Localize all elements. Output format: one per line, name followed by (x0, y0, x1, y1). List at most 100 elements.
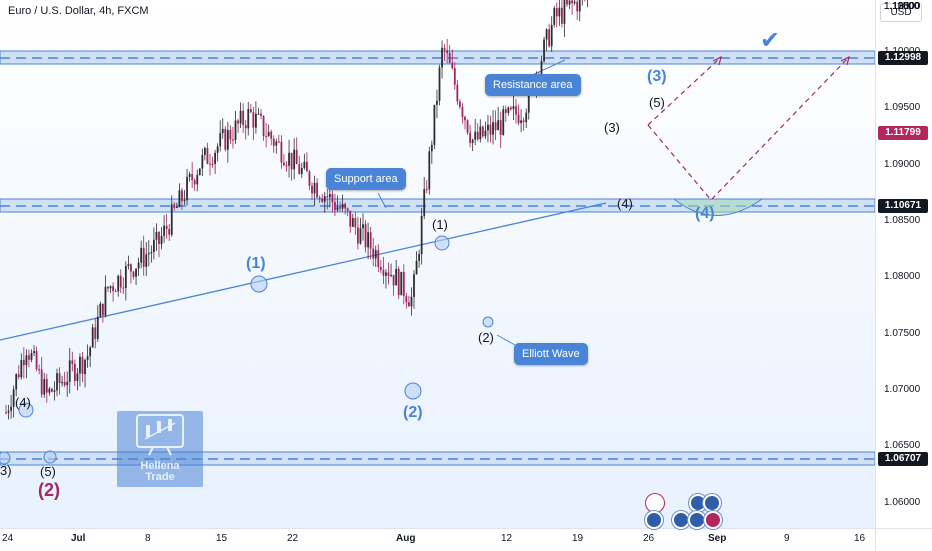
elliott-wave-callout[interactable]: Elliott Wave (514, 343, 588, 365)
candle-body (109, 286, 112, 289)
candle-body (300, 167, 303, 174)
candle-body (311, 185, 313, 194)
candle-body (81, 356, 84, 375)
candle-body (165, 225, 168, 230)
wave-label-blue: (2) (403, 404, 423, 421)
candle-body (499, 120, 502, 135)
candle-body (211, 163, 214, 165)
candle-body (548, 29, 551, 47)
candle-body (568, 0, 571, 5)
candle-body (186, 176, 188, 201)
watermark-logo: Hellena Trade (117, 411, 203, 487)
candle-body (308, 171, 311, 186)
candle-body (293, 149, 296, 170)
candle-body (102, 303, 104, 316)
candle-body (464, 116, 466, 121)
x-tick-label: Jul (71, 533, 86, 544)
candle-body (471, 139, 474, 143)
candle-body (158, 232, 160, 244)
econ-event-icon[interactable] (645, 511, 663, 529)
candle-body (415, 260, 418, 275)
candle-body (107, 286, 109, 289)
candle-body (247, 109, 250, 129)
candle-body (341, 203, 344, 209)
price-axis[interactable] (875, 0, 932, 528)
wave-circle-1-blue (250, 275, 268, 293)
candle-body (336, 207, 339, 211)
time-axis[interactable] (0, 528, 875, 551)
y-tick-label: 1.11000 (884, 1, 920, 12)
candle-body (119, 275, 122, 288)
candle-body (451, 62, 454, 69)
candle-body (61, 381, 63, 384)
candle-body (267, 131, 270, 137)
y-tick-label: 1.09500 (884, 102, 921, 114)
trend-line[interactable] (0, 202, 607, 341)
candle-body (73, 363, 76, 382)
wave-label: (5) (649, 95, 665, 110)
candle-body (216, 146, 219, 153)
candle-body (413, 274, 415, 297)
lightning-event-icon[interactable] (646, 494, 664, 512)
candle-body (395, 268, 398, 286)
candle-body (206, 148, 209, 164)
candle-body (316, 182, 318, 198)
wave-label: (2) (478, 330, 494, 345)
candle-body (76, 373, 79, 382)
candle-body (387, 272, 390, 276)
candle-body (487, 124, 489, 131)
resistance-callout[interactable]: Resistance area (485, 74, 581, 96)
econ-event-icon[interactable] (703, 494, 721, 512)
candle-body (418, 254, 420, 261)
candle-body (344, 203, 347, 209)
projection-path (647, 57, 849, 201)
candle-body (456, 84, 459, 102)
candle-body (66, 381, 69, 386)
candle-body (86, 356, 89, 360)
candle-body (515, 106, 517, 115)
candle-body (30, 353, 33, 360)
candle-body (155, 232, 158, 240)
candle-body (147, 253, 150, 255)
candle-body (425, 189, 428, 191)
candle-body (481, 126, 484, 137)
wave-label-blue: (3) (647, 68, 667, 85)
candle-body (43, 379, 46, 395)
candle-body (252, 112, 255, 128)
watermark-line2: Trade (145, 471, 175, 483)
candle-body (96, 316, 99, 339)
candle-body (543, 39, 545, 62)
candle-body (382, 270, 385, 276)
candle-body (362, 224, 364, 229)
candle-body (94, 327, 97, 339)
candle-body (550, 24, 553, 47)
currency-button[interactable]: USD (880, 3, 922, 22)
candle-body (374, 250, 377, 259)
price-tag-resistance: 1.12998 (878, 51, 928, 65)
candle-body (298, 164, 301, 174)
candle-body (178, 190, 181, 207)
y-tick-label: 1.08000 (884, 271, 921, 283)
candle-body (573, 1, 576, 4)
y-tick-label: 1.09000 (884, 158, 921, 170)
candle-body (410, 296, 413, 307)
x-tick-label: 16 (854, 533, 866, 544)
candle-body (63, 381, 66, 386)
monitor-chart-icon (136, 414, 184, 456)
candle-body (196, 174, 199, 185)
x-tick-label: 22 (287, 533, 299, 544)
candle-body (436, 100, 438, 105)
candle-body (295, 149, 298, 165)
candle-body (137, 262, 140, 269)
support-callout[interactable]: Support area (326, 168, 406, 190)
candle-body (229, 129, 232, 140)
wave-label: (4) (617, 196, 633, 211)
candle-body (576, 1, 579, 12)
candle-body (12, 389, 15, 407)
candle-body (122, 287, 125, 289)
candle-body (15, 374, 18, 390)
candle-body (390, 275, 392, 277)
econ-event-icon[interactable] (704, 511, 722, 529)
candle-body (25, 355, 28, 366)
support-pointer (377, 192, 387, 209)
